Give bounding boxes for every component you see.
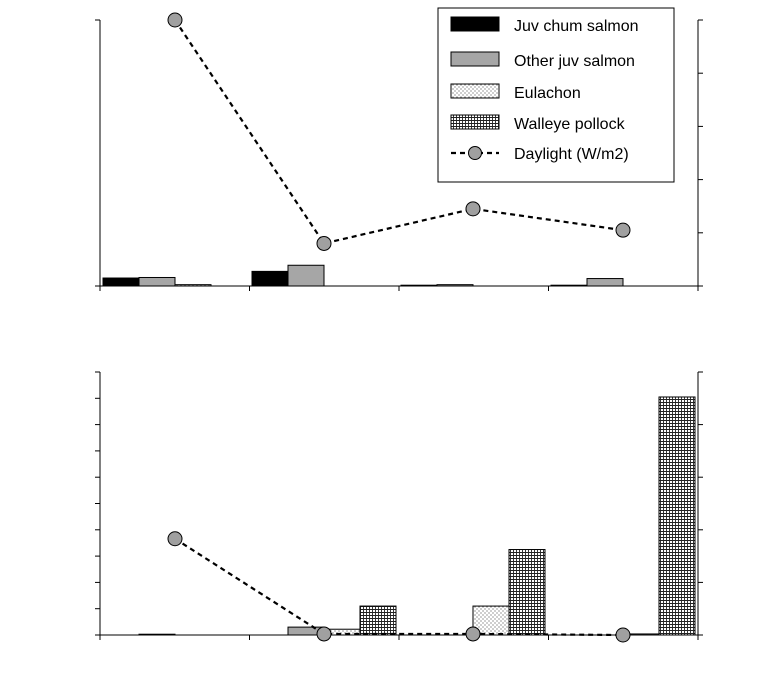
daylight-point-august	[465, 626, 481, 642]
bar-walleye-sept	[658, 396, 696, 636]
legend-swatch-other-juv	[450, 51, 500, 67]
legend-label-other-juv: Other juv salmon	[514, 53, 635, 70]
bar-walleye-july	[359, 605, 397, 636]
chart-panel-a	[95, 12, 703, 291]
legend-marker-daylight	[468, 146, 482, 160]
bar-other-juv-july	[287, 264, 325, 287]
daylight-point-sept	[615, 627, 631, 643]
bar-walleye-august	[508, 549, 546, 636]
bar-juv-chum-july	[251, 270, 289, 287]
daylight-point-june	[167, 531, 183, 547]
daylight-line	[174, 537, 624, 637]
legend-label-juv-chum: Juv chum salmon	[514, 18, 639, 35]
bar-other-juv-sept	[586, 278, 624, 287]
legend-label-daylight: Daylight (W/m2)	[514, 146, 629, 163]
daylight-point-july	[316, 235, 332, 251]
legend-swatch-walleye	[450, 114, 500, 130]
daylight-point-august	[465, 201, 481, 217]
chart-legend: Juv chum salmon Other juv salmon Eulacho…	[437, 7, 675, 183]
daylight-point-sept	[615, 222, 631, 238]
bar-juv-chum-june	[102, 277, 140, 287]
bar-other-juv-june	[138, 276, 176, 287]
legend-swatch-eulachon	[450, 83, 500, 99]
legend-label-walleye: Walleye pollock	[514, 116, 626, 133]
chart-panel-b	[95, 371, 703, 643]
daylight-point-july	[316, 626, 332, 642]
legend-label-eulachon: Eulachon	[514, 85, 581, 102]
legend-swatch-juv-chum	[450, 16, 500, 32]
daylight-line	[174, 19, 624, 245]
daylight-point-june	[167, 12, 183, 28]
